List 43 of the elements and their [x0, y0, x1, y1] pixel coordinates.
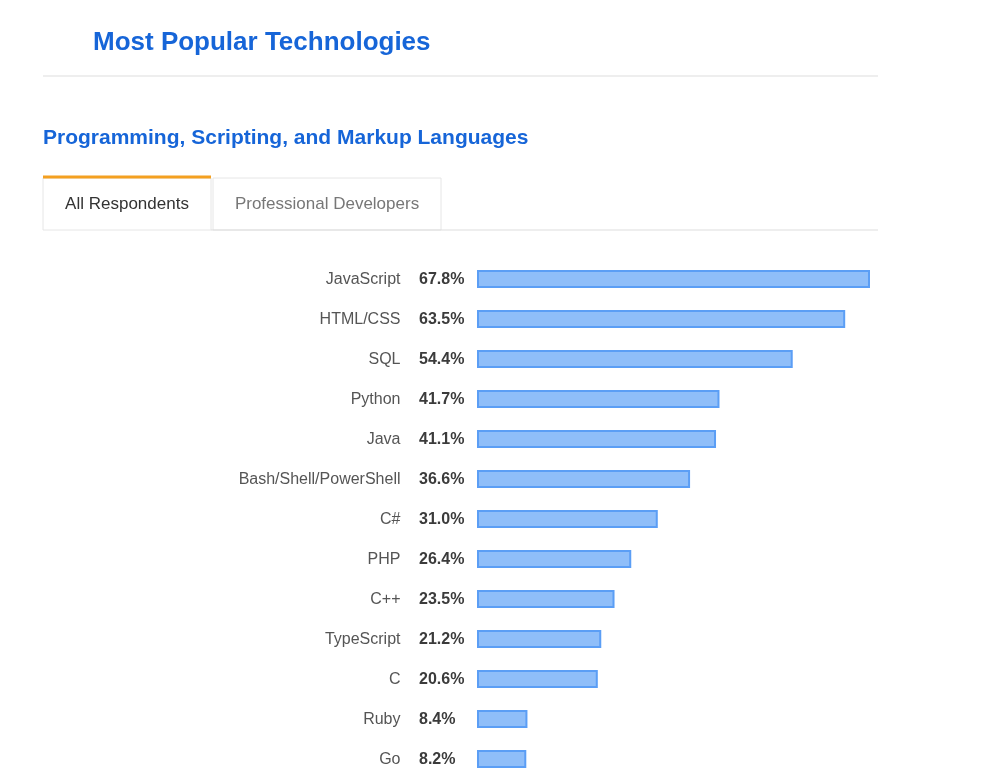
data-label: 63.5%	[419, 310, 465, 327]
y-tick-label: C	[388, 670, 401, 687]
data-label: 41.7%	[419, 390, 465, 407]
bar	[477, 710, 528, 728]
y-tick-label: TypeScript	[324, 630, 402, 647]
bar	[477, 510, 658, 528]
y-tick-label: HTML/CSS	[319, 310, 401, 327]
data-label: 21.2%	[419, 630, 465, 647]
bar	[477, 270, 870, 288]
y-tick-label: JavaScript	[325, 270, 402, 287]
text: All Respondents	[65, 194, 189, 213]
text: Programming, Scripting, and Markup Languages	[43, 125, 529, 148]
y-tick-label: PHP	[367, 550, 401, 567]
data-label: 20.6%	[419, 670, 465, 687]
data-label: 54.4%	[419, 350, 465, 367]
bar	[477, 630, 602, 648]
y-tick-label: Ruby	[363, 710, 401, 727]
bar	[477, 750, 527, 768]
y-tick-label: C#	[380, 510, 401, 527]
bar	[477, 350, 793, 368]
bar	[477, 310, 846, 328]
text: Professional Developers	[234, 194, 420, 213]
data-label: 31.0%	[419, 510, 465, 527]
data-label: 23.5%	[419, 590, 465, 607]
data-label: 41.1%	[419, 430, 465, 447]
y-tick-label: Go	[379, 750, 401, 767]
bar	[477, 470, 691, 488]
bar	[477, 430, 717, 448]
bar	[477, 590, 615, 608]
y-tick-label: Java	[366, 430, 401, 447]
y-tick-label: SQL	[368, 350, 401, 367]
data-label: 67.8%	[419, 270, 465, 287]
data-label: 26.4%	[419, 550, 465, 567]
bar	[477, 670, 598, 688]
bar	[477, 550, 632, 568]
y-tick-label: Python	[350, 390, 401, 407]
y-tick-label: C++	[370, 590, 401, 607]
bar	[477, 390, 720, 408]
data-label: 8.2%	[419, 750, 456, 767]
text: Most Popular Technologies	[93, 26, 431, 56]
y-tick-label: Bash/Shell/PowerShell	[238, 470, 401, 487]
data-label: 36.6%	[419, 470, 465, 487]
data-label: 8.4%	[419, 710, 456, 727]
